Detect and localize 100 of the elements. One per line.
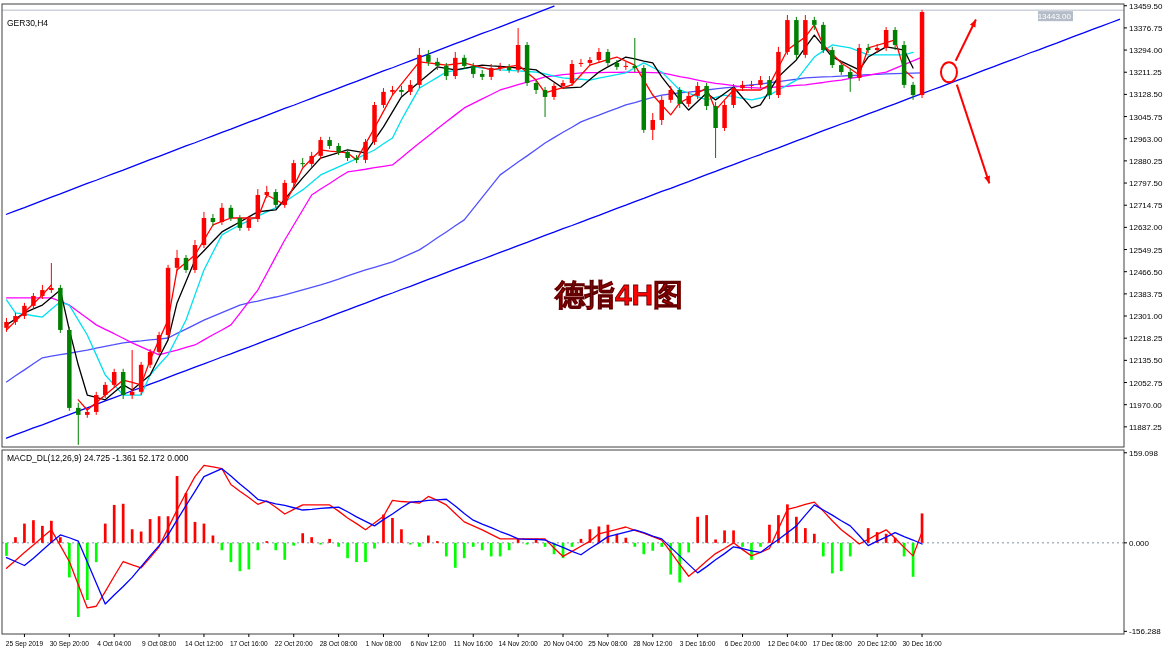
- candlestick: [560, 79, 566, 90]
- candlestick: [111, 368, 117, 389]
- bar: [714, 539, 717, 543]
- y-tick-label: 12052.75: [1129, 378, 1163, 388]
- bar: [373, 542, 376, 549]
- bar: [283, 542, 287, 560]
- y-tick-label: -156.288: [1129, 627, 1162, 637]
- bar: [274, 542, 278, 551]
- candlestick: [731, 83, 736, 109]
- y-tick-label: 12714.75: [1129, 201, 1163, 211]
- bar: [642, 542, 646, 555]
- candlestick: [659, 95, 664, 126]
- bar: [256, 542, 260, 551]
- y-tick-label: 12880.25: [1129, 156, 1163, 166]
- bar: [337, 542, 340, 547]
- bar: [32, 520, 35, 543]
- bar: [67, 542, 71, 578]
- candlestick: [713, 101, 718, 159]
- bar: [696, 516, 699, 543]
- ref-line-label: 13443.00: [1037, 12, 1072, 22]
- candlestick: [506, 63, 512, 74]
- y-tick-label: 13045.75: [1129, 112, 1163, 122]
- y-tick-label: 11970.00: [1129, 400, 1163, 410]
- bar: [759, 542, 762, 547]
- bar: [471, 542, 475, 547]
- y-tick-label: 13376.75: [1129, 23, 1163, 33]
- bar: [705, 515, 708, 543]
- candlestick: [677, 86, 682, 109]
- y-tick-label: 13211.25: [1129, 68, 1163, 78]
- chart-title: MACD_DL(12,26,9) 24.725 -1.361 52.172 0.000: [7, 453, 189, 463]
- y-tick-label: 13294.00: [1129, 46, 1163, 56]
- bar: [50, 520, 53, 543]
- y-tick-label: 13128.50: [1129, 90, 1163, 100]
- bar: [848, 542, 852, 557]
- bar: [14, 537, 17, 543]
- bar: [866, 528, 870, 543]
- y-tick-label: 11887.25: [1129, 422, 1163, 432]
- bar: [418, 542, 421, 547]
- bar: [444, 542, 448, 557]
- y-tick-label: 12632.00: [1129, 223, 1163, 233]
- line-series: [5, 18, 1121, 439]
- bar: [301, 533, 305, 543]
- candlestick: [533, 79, 539, 95]
- bar: [687, 542, 691, 553]
- candlestick: [291, 159, 296, 187]
- y-tick-label: 12466.50: [1129, 267, 1163, 277]
- candlestick: [587, 56, 593, 67]
- y-tick-label: 12383.75: [1129, 289, 1163, 299]
- bar: [41, 525, 44, 543]
- bar: [633, 542, 637, 547]
- bar: [112, 504, 116, 543]
- bar: [768, 524, 771, 543]
- bar: [85, 542, 89, 601]
- bar: [391, 517, 394, 543]
- candlestick: [722, 100, 727, 132]
- bar: [830, 542, 834, 574]
- bar: [660, 542, 664, 547]
- bar: [795, 516, 798, 543]
- candlestick: [542, 86, 548, 118]
- bar: [839, 542, 843, 572]
- bar: [121, 503, 125, 543]
- bar: [821, 542, 825, 557]
- candlestick: [174, 249, 180, 272]
- bar: [103, 523, 107, 543]
- bar: [59, 537, 62, 543]
- bar: [310, 537, 314, 543]
- bar: [328, 538, 331, 543]
- bar: [462, 542, 466, 559]
- bar: [382, 514, 385, 543]
- candlestick: [381, 87, 386, 109]
- candlestick: [704, 82, 709, 111]
- line-series: [5, 5, 555, 215]
- y-tick-label: 12218.25: [1129, 334, 1163, 344]
- bar: [364, 542, 367, 563]
- y-tick-label: 12549.25: [1129, 245, 1163, 255]
- candlestick: [453, 51, 458, 80]
- y-tick-label: 159.098: [1129, 448, 1159, 458]
- text: GER30,H4: [7, 18, 49, 28]
- bar: [355, 542, 358, 563]
- annotation: 德指4H图: [553, 278, 684, 312]
- bar: [624, 537, 628, 543]
- bar: [292, 542, 296, 546]
- bar: [732, 530, 735, 543]
- y-tick-label: 12963.00: [1129, 134, 1163, 144]
- bar: [427, 535, 430, 543]
- bar: [489, 542, 493, 557]
- candlestick: [273, 188, 279, 209]
- bar: [812, 533, 816, 543]
- candlestick: [650, 112, 655, 141]
- candlestick: [76, 402, 81, 446]
- bar: [5, 542, 8, 556]
- y-tick-label: 0.000: [1129, 538, 1150, 548]
- candlestick: [147, 348, 153, 369]
- bar: [76, 542, 80, 618]
- bar: [453, 542, 457, 568]
- bar: [94, 542, 98, 563]
- bar: [346, 542, 349, 559]
- candlestick: [767, 75, 772, 100]
- y-tick-label: 12301.00: [1129, 312, 1163, 322]
- bar: [651, 542, 655, 551]
